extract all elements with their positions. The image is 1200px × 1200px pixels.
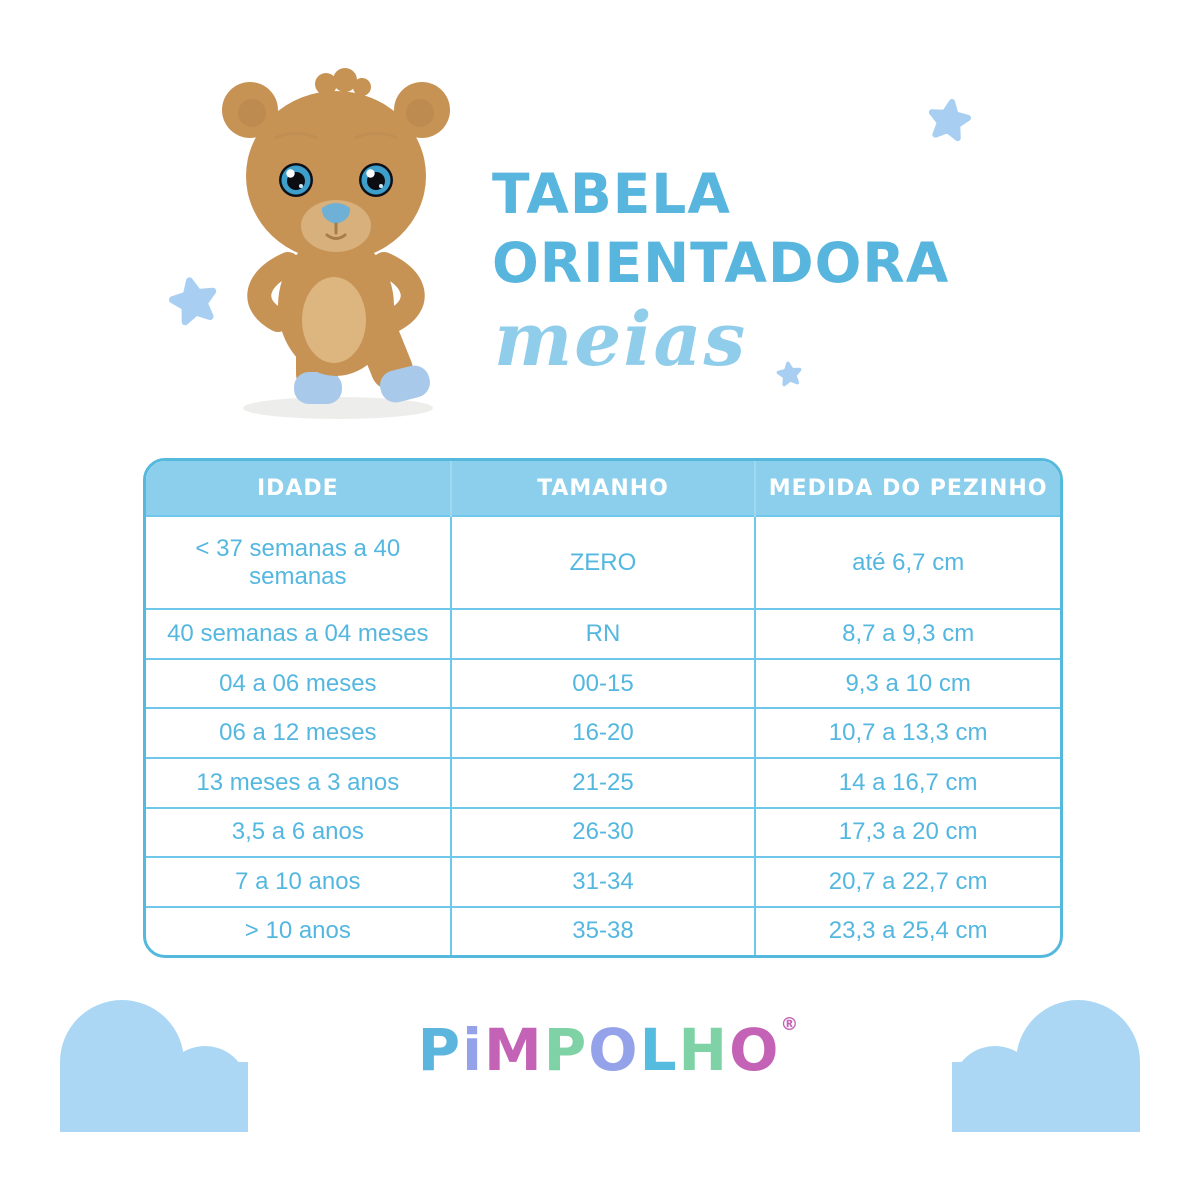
cell-medida: 23,3 a 25,4 cm bbox=[754, 905, 1060, 955]
cell-tamanho: 21-25 bbox=[449, 756, 756, 808]
cell-tamanho: RN bbox=[449, 608, 756, 659]
cell-tamanho: 35-38 bbox=[449, 905, 756, 955]
cell-medida: 14 a 16,7 cm bbox=[754, 756, 1060, 808]
column-header-medida: MEDIDA DO PEZINHO bbox=[754, 461, 1060, 516]
cell-medida: 9,3 a 10 cm bbox=[754, 657, 1060, 709]
table-row: 40 semanas a 04 meses RN 8,7 a 9,3 cm bbox=[146, 608, 1060, 659]
table-row: 06 a 12 meses 16-20 10,7 a 13,3 cm bbox=[146, 707, 1060, 758]
table-row: 7 a 10 anos 31-34 20,7 a 22,7 cm bbox=[146, 856, 1060, 907]
table-row: 3,5 a 6 anos 26-30 17,3 a 20 cm bbox=[146, 806, 1060, 858]
title-line-1: TABELA bbox=[492, 162, 731, 226]
logo-letter: i bbox=[462, 1016, 485, 1084]
cell-medida: 20,7 a 22,7 cm bbox=[754, 856, 1060, 907]
size-table: IDADE TAMANHO MEDIDA DO PEZINHO < 37 sem… bbox=[143, 458, 1063, 958]
cell-tamanho: 31-34 bbox=[449, 856, 756, 907]
column-header-idade: IDADE bbox=[146, 461, 451, 516]
cell-idade: 40 semanas a 04 meses bbox=[146, 608, 451, 659]
logo-letter: P bbox=[417, 1016, 463, 1084]
title-subtitle: meias bbox=[494, 297, 748, 383]
cell-tamanho: 26-30 bbox=[449, 806, 756, 858]
cell-medida: 10,7 a 13,3 cm bbox=[754, 707, 1060, 758]
logo-letter: O bbox=[729, 1016, 781, 1084]
cell-idade: 3,5 a 6 anos bbox=[146, 806, 451, 858]
cell-medida: 8,7 a 9,3 cm bbox=[754, 608, 1060, 659]
cell-idade: 06 a 12 meses bbox=[146, 707, 451, 758]
cell-idade: 13 meses a 3 anos bbox=[146, 756, 451, 808]
logo-letter: H bbox=[678, 1016, 730, 1084]
cell-medida: até 6,7 cm bbox=[754, 514, 1060, 610]
table-header-row: IDADE TAMANHO MEDIDA DO PEZINHO bbox=[146, 461, 1060, 516]
column-header-tamanho: TAMANHO bbox=[449, 461, 756, 516]
star-icon bbox=[923, 95, 976, 148]
title-line-2: ORIENTADORA bbox=[492, 231, 950, 295]
pimpolho-logo: PiMPOLHO® bbox=[418, 1014, 799, 1084]
star-icon bbox=[163, 271, 225, 333]
logo-letter: O bbox=[588, 1016, 640, 1084]
logo-letter: P bbox=[543, 1016, 589, 1084]
cell-idade: < 37 semanas a 40 semanas bbox=[146, 514, 451, 610]
cell-idade: 04 a 06 meses bbox=[146, 657, 451, 709]
table-row: < 37 semanas a 40 semanas ZERO até 6,7 c… bbox=[146, 514, 1060, 610]
table-row: > 10 anos 35-38 23,3 a 25,4 cm bbox=[146, 905, 1060, 955]
logo-letter: M bbox=[484, 1016, 544, 1084]
table-row: 04 a 06 meses 00-15 9,3 a 10 cm bbox=[146, 657, 1060, 709]
teddy-bear-illustration bbox=[188, 56, 480, 433]
cell-idade: > 10 anos bbox=[146, 905, 451, 955]
page-title: TABELA ORIENTADORA meias bbox=[492, 160, 949, 380]
logo-letter: L bbox=[639, 1016, 679, 1084]
cell-tamanho: 00-15 bbox=[449, 657, 756, 709]
cell-tamanho: 16-20 bbox=[449, 707, 756, 758]
cell-tamanho: ZERO bbox=[449, 514, 756, 610]
table-row: 13 meses a 3 anos 21-25 14 a 16,7 cm bbox=[146, 756, 1060, 808]
cell-medida: 17,3 a 20 cm bbox=[754, 806, 1060, 858]
cell-idade: 7 a 10 anos bbox=[146, 856, 451, 907]
registered-trademark-icon: ® bbox=[780, 1014, 799, 1035]
star-icon bbox=[774, 359, 804, 389]
